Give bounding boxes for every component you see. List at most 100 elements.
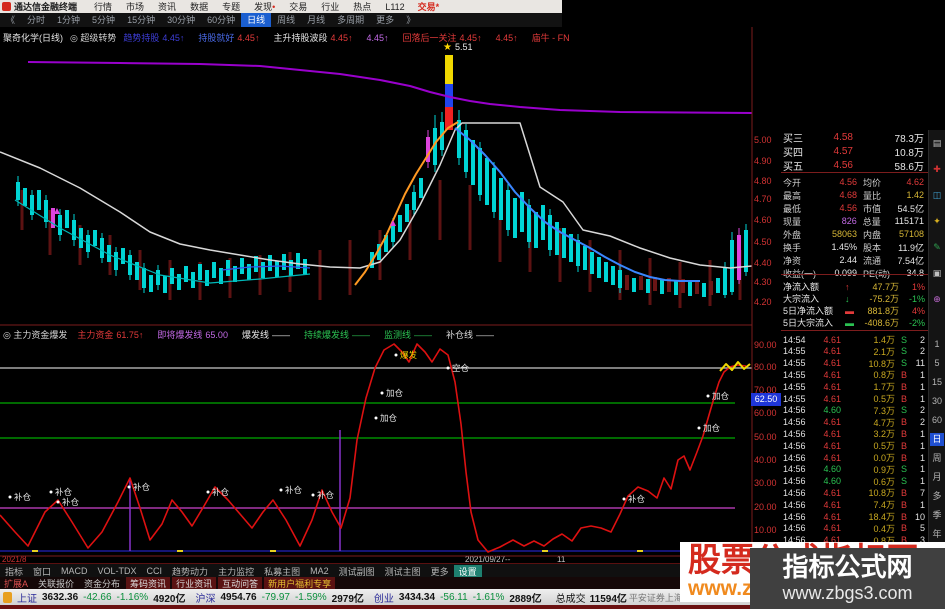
indicator-tab-主力监控[interactable]: 主力监控 xyxy=(218,566,255,577)
toolbar-item-周线[interactable]: 周线 xyxy=(277,15,296,25)
toolbar-item-分时[interactable]: 分时 xyxy=(27,15,46,25)
orderbook-row[interactable]: 买四 4.57 10.8万 xyxy=(781,145,928,159)
toolbar-item-》[interactable]: 》 xyxy=(406,15,416,25)
rail-period-1[interactable]: 1 xyxy=(934,339,940,349)
link-tab[interactable]: 资金分布 xyxy=(84,578,121,589)
toolbar-item-30分钟[interactable]: 30分钟 xyxy=(167,15,196,25)
rail-period-季[interactable]: 季 xyxy=(932,510,942,520)
tick-row[interactable]: 14:56 4.61 18.4万 B 10 xyxy=(781,511,928,523)
trade-shortcut[interactable]: 交易* xyxy=(417,2,440,12)
tick-row[interactable]: 14:55 4.61 2.1万 S 2 xyxy=(781,346,928,357)
rail-period-15[interactable]: 15 xyxy=(931,377,942,387)
tick-row[interactable]: 14:56 4.61 0.4万 B 5 xyxy=(781,523,928,534)
tick-row[interactable]: 14:55 4.61 1.7万 B 1 xyxy=(781,381,928,393)
info-row[interactable]: 最低 4.56 市值 54.5亿 xyxy=(781,202,928,214)
menu-item-发现[interactable]: 发现• xyxy=(254,2,276,12)
toolbar-item-5分钟[interactable]: 5分钟 xyxy=(92,15,116,25)
edit-icon[interactable]: ✎ xyxy=(933,242,941,252)
rail-period-月[interactable]: 月 xyxy=(932,472,942,482)
indicator-tab-MA2[interactable]: MA2 xyxy=(310,566,329,576)
grid-icon[interactable]: ▣ xyxy=(932,268,942,278)
indicator-tab-CCI[interactable]: CCI xyxy=(146,566,163,576)
toolbar-item-《[interactable]: 《 xyxy=(6,15,16,25)
zoom-icon[interactable]: ⊕ xyxy=(933,294,941,304)
tick-row[interactable]: 14:56 4.60 7.3万 S 2 xyxy=(781,405,928,416)
menu-item-交易[interactable]: 交易 xyxy=(289,2,308,12)
toolbar-item-15分钟[interactable]: 15分钟 xyxy=(127,15,156,25)
capital-flow-row[interactable]: 净流入额 ↑ 47.7万 1% xyxy=(781,281,928,293)
menu-item-L112[interactable]: L112 xyxy=(385,1,405,12)
add-icon[interactable]: ✚ xyxy=(933,164,941,174)
tick-row[interactable]: 14:56 4.61 3.2万 B 1 xyxy=(781,428,928,440)
orderbook-row[interactable]: 买五 4.56 58.6万 xyxy=(781,159,928,173)
index-quote[interactable]: 沪深 4954.76 -79.97 -1.59% 2979亿 xyxy=(195,590,363,605)
rail-period-多[interactable]: 多 xyxy=(932,491,942,501)
toolbar-item-多周期[interactable]: 多周期 xyxy=(337,15,365,25)
toolbar-item-1分钟[interactable]: 1分钟 xyxy=(57,15,81,25)
menu-item-行情[interactable]: 行情 xyxy=(94,2,113,12)
info-row[interactable]: 收益(一) 0.099 PE(动) 34.8 xyxy=(781,267,928,279)
indicator-tab-测试副图[interactable]: 测试副图 xyxy=(338,566,375,577)
capital-flow-row[interactable]: 5日大宗流入 ▬ -408.6万 -2% xyxy=(781,317,928,329)
tick-row[interactable]: 14:56 4.61 0.8万 B 3 xyxy=(781,535,928,546)
index-quote[interactable]: 创业 3434.34 -56.11 -1.61% 2889亿 xyxy=(374,590,542,605)
indicator-tab-私募主图[interactable]: 私募主图 xyxy=(264,566,301,577)
tick-row[interactable]: 14:54 4.61 1.4万 S 2 xyxy=(781,334,928,346)
indicator-tab-测试主图[interactable]: 测试主图 xyxy=(384,566,421,577)
tick-row[interactable]: 14:56 4.61 0.0万 B 1 xyxy=(781,452,928,464)
tick-row[interactable]: 14:56 4.61 4.7万 B 2 xyxy=(781,417,928,428)
tick-row[interactable]: 14:55 4.61 10.8万 S 11 xyxy=(781,358,928,369)
link-tab[interactable]: 新用户福利专享 xyxy=(264,576,336,590)
indicator-tab-趋势动力[interactable]: 趋势动力 xyxy=(172,566,209,577)
rail-period-30[interactable]: 30 xyxy=(931,396,942,406)
indicator-tab-指标[interactable]: 指标 xyxy=(5,566,24,577)
info-row[interactable]: 净资 2.44 流通 7.54亿 xyxy=(781,254,928,266)
rail-period-周[interactable]: 周 xyxy=(932,453,942,463)
orderbook-row[interactable]: 买三 4.58 78.3万 xyxy=(781,131,928,145)
star-icon[interactable]: ✦ xyxy=(933,216,941,226)
indicator-tab-更多[interactable]: 更多 xyxy=(430,566,449,577)
tick-row[interactable]: 14:56 4.61 0.5万 B 1 xyxy=(781,440,928,452)
toolbar-item-60分钟[interactable]: 60分钟 xyxy=(207,15,236,25)
info-row[interactable]: 最高 4.68 量比 1.42 xyxy=(781,189,928,201)
tick-row[interactable]: 14:55 4.61 0.5万 B 1 xyxy=(781,393,928,405)
tick-row[interactable]: 14:56 4.60 0.9万 S 1 xyxy=(781,464,928,475)
indicator-tab-VOL-TDX[interactable]: VOL-TDX xyxy=(97,566,137,576)
info-row[interactable]: 换手 1.45% 股本 11.9亿 xyxy=(781,241,928,253)
menu-item-行业[interactable]: 行业 xyxy=(321,2,340,12)
tick-row[interactable]: 14:56 4.61 7.4万 B 1 xyxy=(781,499,928,511)
toolbar-item-月线[interactable]: 月线 xyxy=(307,15,326,25)
tick-row[interactable]: 14:56 4.61 10.8万 B 7 xyxy=(781,487,928,499)
index-quote[interactable]: 上证 3632.36 -42.66 -1.16% 4920亿 xyxy=(17,590,185,605)
info-row[interactable]: 今开 4.56 均价 4.62 xyxy=(781,176,928,188)
menu-item-专题[interactable]: 专题 xyxy=(222,2,241,12)
menu-item-热点[interactable]: 热点 xyxy=(353,2,372,12)
tick-row[interactable]: 14:56 4.60 0.6万 S 1 xyxy=(781,476,928,487)
panel-icon[interactable]: ▤ xyxy=(932,138,942,148)
menu-item-数据[interactable]: 数据 xyxy=(190,2,209,12)
link-tab[interactable]: 扩展A xyxy=(4,578,29,589)
capital-flow-row[interactable]: 5日净流入额 ▬ 881.8万 4% xyxy=(781,305,928,317)
info-row[interactable]: 外盘 58063 内盘 57108 xyxy=(781,228,928,240)
rail-period-日[interactable]: 日 xyxy=(930,433,944,446)
toolbar-item-更多[interactable]: 更多 xyxy=(376,15,395,25)
indicator-tab-窗口[interactable]: 窗口 xyxy=(33,566,52,577)
toolbar-item-日线[interactable]: 日线 xyxy=(241,13,272,27)
notebook-icon[interactable] xyxy=(3,591,12,603)
layout-icon[interactable]: ◫ xyxy=(932,190,942,200)
rail-period-60[interactable]: 60 xyxy=(931,415,942,425)
menu-item-资讯[interactable]: 资讯 xyxy=(158,2,177,12)
link-tab[interactable]: 行业资讯 xyxy=(172,576,217,590)
rail-period-年[interactable]: 年 xyxy=(932,529,942,539)
menu-item-市场[interactable]: 市场 xyxy=(126,2,145,12)
info-row[interactable]: 现量 826 总量 115171 xyxy=(781,215,928,227)
link-tab[interactable]: 关联报价 xyxy=(38,578,75,589)
link-tab[interactable]: 互动问答 xyxy=(218,576,263,590)
indicator-tab-MACD[interactable]: MACD xyxy=(61,566,88,576)
capital-flow-row[interactable]: 大宗流入 ↓ -75.2万 -1% xyxy=(781,293,928,305)
rail-period-5[interactable]: 5 xyxy=(934,358,940,368)
tick-row[interactable]: 14:55 4.61 0.8万 B 1 xyxy=(781,369,928,381)
indicator-tab-设置[interactable]: 设置 xyxy=(453,564,482,578)
link-tab[interactable]: 筹码资讯 xyxy=(126,576,171,590)
